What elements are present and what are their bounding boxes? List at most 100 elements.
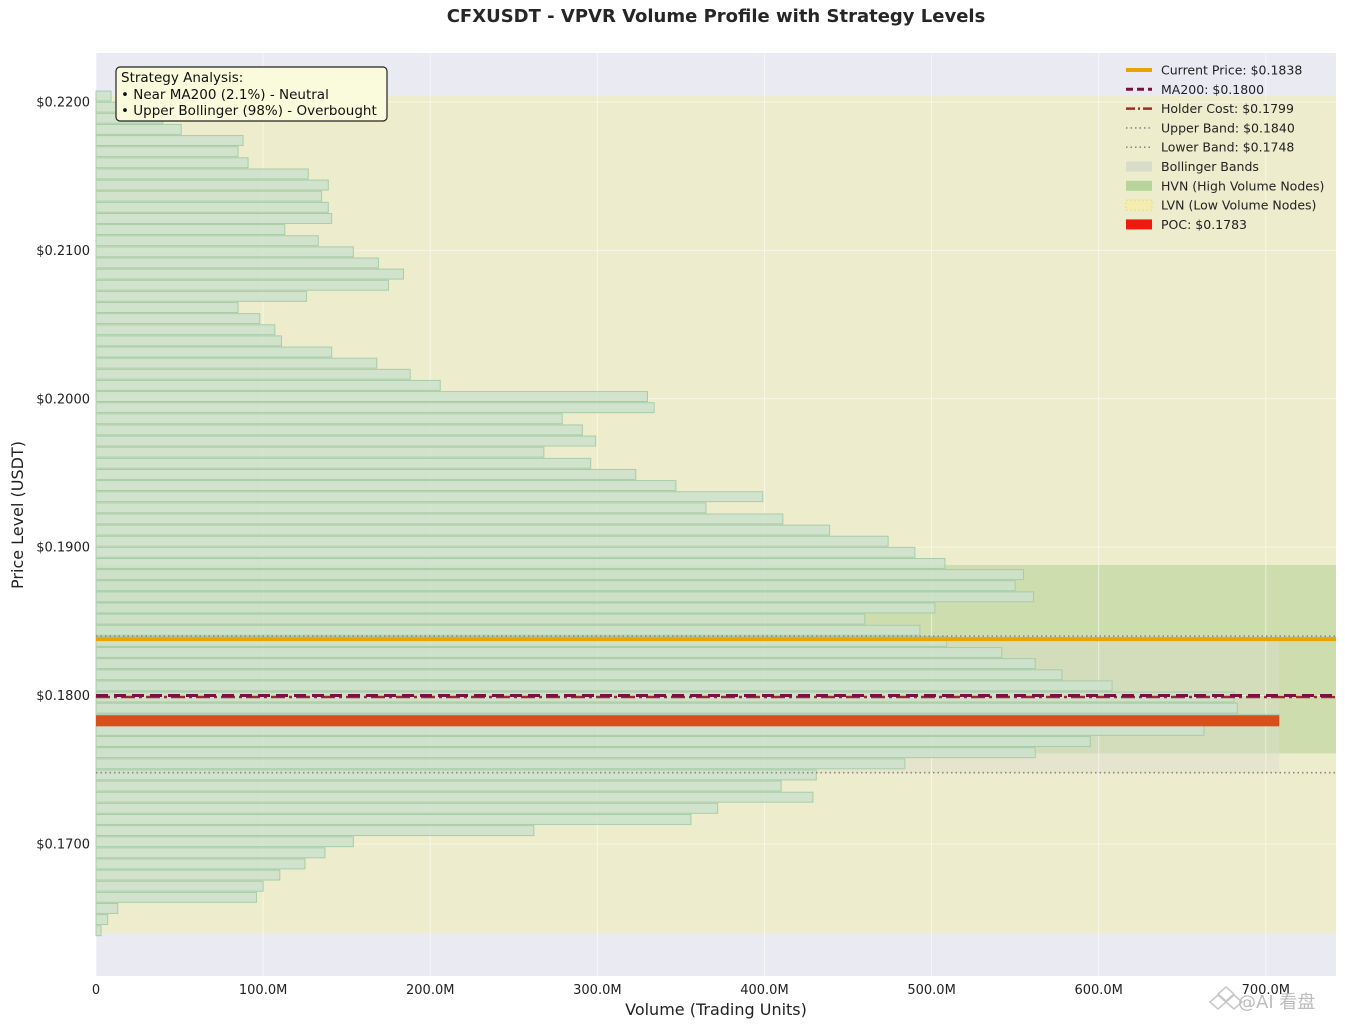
volume-bar — [95, 580, 1016, 592]
volume-bar — [95, 346, 333, 358]
x-tick-label: 400.0M — [740, 983, 788, 998]
volume-bar — [95, 146, 239, 158]
volume-bar — [95, 880, 264, 892]
watermark-logo-icon — [1208, 986, 1244, 1010]
volume-bar — [95, 780, 782, 792]
volume-bar — [95, 613, 866, 625]
volume-bar — [95, 335, 282, 347]
volume-bar — [95, 813, 692, 825]
volume-bar — [95, 123, 182, 135]
legend-swatch — [1126, 161, 1152, 172]
volume-bar — [95, 736, 1091, 748]
volume-bar — [95, 791, 814, 803]
x-tick-label: 700.0M — [1242, 983, 1290, 998]
volume-bar — [95, 212, 333, 224]
volume-bar — [95, 624, 921, 636]
y-tick-label: $0.1800 — [36, 689, 90, 704]
y-tick-label: $0.2200 — [36, 95, 90, 110]
volume-bar — [95, 702, 1238, 714]
watermark: @AI 看盘 — [1208, 986, 1315, 1013]
y-tick-label: $0.1900 — [36, 541, 90, 556]
volume-bar — [95, 602, 936, 614]
volume-bar — [95, 635, 948, 647]
volume-bar — [95, 680, 1113, 692]
volume-bar — [95, 357, 378, 369]
y-tick-label: $0.1700 — [36, 837, 90, 852]
legend: Current Price: $0.1838 MA200: $0.1800 Hold… — [1125, 63, 1324, 232]
volume-bar — [95, 313, 261, 325]
x-tick-label: 600.0M — [1074, 983, 1122, 998]
volume-bar — [95, 480, 677, 492]
volume-bar — [95, 513, 784, 525]
legend-label: MA200: $0.1800 — [1161, 82, 1264, 97]
legend-swatch — [1126, 219, 1152, 230]
volume-bar — [95, 302, 239, 313]
volume-bar — [95, 569, 1024, 581]
volume-bar — [95, 157, 249, 169]
volume-bar — [95, 491, 764, 503]
volume-bar — [95, 891, 257, 903]
y-axis-label: Price Level (USDT) — [8, 441, 27, 589]
legend-swatch — [1126, 180, 1152, 191]
legend-label: Upper Band: $0.1840 — [1161, 120, 1295, 135]
volume-bar — [95, 658, 1036, 670]
legend-label: POC: $0.1783 — [1161, 217, 1247, 232]
volume-bar — [95, 235, 319, 247]
volume-bar — [95, 524, 831, 536]
y-tick-label: $0.2000 — [36, 392, 90, 407]
volume-bar — [95, 546, 916, 558]
volume-bar — [95, 836, 354, 848]
strategy-level-lines — [96, 635, 1336, 774]
legend-label: HVN (High Volume Nodes) — [1161, 178, 1324, 193]
x-tick-label: 0 — [92, 983, 100, 998]
annotation-line: • Upper Bollinger (98%) - Overbought — [121, 103, 377, 119]
volume-bar — [95, 647, 1003, 658]
volume-bar — [95, 290, 308, 302]
annotation-line: • Near MA200 (2.1%) - Neutral — [121, 87, 329, 103]
volume-bar — [95, 402, 655, 414]
legend-label: Lower Band: $0.1748 — [1161, 140, 1294, 155]
legend-label: Current Price: $0.1838 — [1161, 63, 1302, 78]
x-tick-label: 500.0M — [907, 983, 955, 998]
volume-bar — [95, 457, 592, 469]
volume-bar — [95, 747, 1036, 759]
volume-bar — [95, 190, 323, 202]
volume-bar — [95, 324, 276, 336]
volume-bar — [95, 758, 906, 770]
volume-bar — [95, 446, 545, 458]
volume-bar — [95, 769, 817, 781]
volume-bar — [95, 925, 102, 937]
volume-bar — [95, 724, 1205, 736]
volume-bar — [95, 669, 1063, 681]
volume-bar — [95, 257, 379, 269]
x-tick-label: 100.0M — [239, 983, 287, 998]
volume-bar — [95, 179, 329, 191]
x-axis-label: Volume (Trading Units) — [625, 1000, 807, 1019]
volume-bar — [95, 90, 112, 102]
volume-bar — [95, 368, 411, 380]
volume-bar — [95, 413, 563, 425]
volume-bar — [95, 391, 648, 402]
annotation-line: Strategy Analysis: — [121, 70, 243, 86]
x-tick-label: 300.0M — [573, 983, 621, 998]
volume-bar — [95, 591, 1035, 603]
volume-bar — [95, 224, 286, 236]
poc-bar — [96, 715, 1280, 727]
volume-bar — [95, 858, 306, 870]
volume-bar — [95, 535, 889, 547]
volume-bar — [95, 268, 404, 280]
x-tick-label: 200.0M — [406, 983, 454, 998]
legend-label: LVN (Low Volume Nodes) — [1161, 198, 1316, 213]
volume-bar — [95, 847, 326, 859]
volume-bar — [95, 502, 707, 514]
volume-bar — [95, 468, 637, 480]
volume-bar — [95, 825, 535, 837]
y-tick-label: $0.2100 — [36, 244, 90, 259]
strategy-annotation: Strategy Analysis: • Near MA200 (2.1%) -… — [115, 66, 388, 122]
legend-label: Holder Cost: $0.1799 — [1161, 101, 1294, 116]
volume-bar — [95, 279, 389, 291]
volume-bar — [95, 424, 583, 436]
volume-bar — [95, 914, 109, 926]
legend-label: Bollinger Bands — [1161, 159, 1259, 174]
volume-bar — [95, 558, 946, 569]
